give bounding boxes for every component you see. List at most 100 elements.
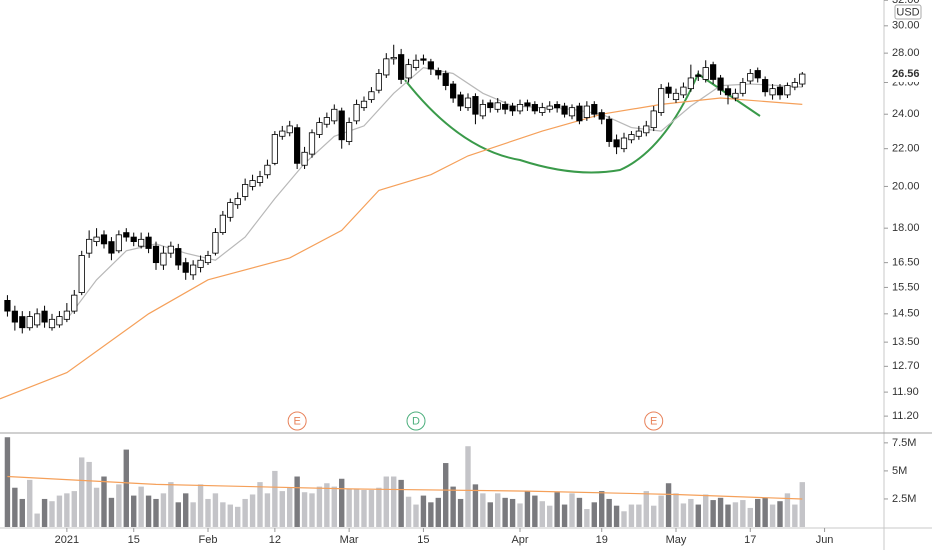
volume-tick-label: 7.5M <box>892 437 916 449</box>
volume-bar <box>183 493 189 527</box>
volume-bar <box>502 497 508 527</box>
x-tick-label: 15 <box>417 534 429 546</box>
volume-bar <box>509 498 516 527</box>
candle-body <box>93 236 100 243</box>
volume-bar <box>777 501 783 527</box>
y-tick-label: 32.00 <box>892 0 920 6</box>
candle-body <box>502 104 509 110</box>
candle-body <box>405 64 412 79</box>
candle-body <box>583 105 590 118</box>
volume-bar <box>4 437 11 527</box>
candle-body <box>539 107 546 113</box>
volume-bar <box>272 470 278 527</box>
volume-bar <box>561 504 568 527</box>
volume-bar <box>673 493 679 527</box>
candle-body <box>78 255 85 293</box>
candle-body <box>26 316 33 329</box>
volume-bar <box>287 487 293 527</box>
x-tick-label: 15 <box>128 534 140 546</box>
volume-bar <box>190 502 196 527</box>
volume-bar <box>101 476 107 527</box>
candle-body <box>516 104 524 112</box>
volume-bar <box>636 504 642 527</box>
x-tick-label: 17 <box>744 534 756 546</box>
volume-bar <box>376 487 382 527</box>
volume-bar <box>517 503 523 527</box>
candle-body <box>591 104 598 115</box>
candle-body <box>628 134 635 141</box>
candle-body <box>175 248 182 266</box>
volume-tick-label: 5M <box>892 465 907 477</box>
candle-body <box>479 104 486 117</box>
volume-bar <box>420 495 427 527</box>
volume-bar <box>435 497 441 527</box>
y-tick-label: 12.70 <box>892 360 920 372</box>
volume-bar <box>56 495 63 527</box>
event-marker <box>644 411 664 431</box>
volume-bar <box>175 502 181 527</box>
volume-bar <box>658 495 664 527</box>
volume-bar <box>703 494 709 527</box>
candle-body <box>323 117 330 125</box>
volume-bar <box>160 493 167 527</box>
volume-bar <box>740 500 746 527</box>
last-price-box <box>885 66 931 83</box>
volume-bar <box>695 504 701 527</box>
candle-body <box>375 73 382 91</box>
candle-body <box>509 105 516 112</box>
candle-body <box>331 108 338 122</box>
volume-bar <box>450 486 456 527</box>
candle-body <box>554 104 561 109</box>
candle-body <box>249 180 256 187</box>
volume-bar <box>279 491 285 527</box>
candle-body <box>11 310 18 323</box>
volume-bar <box>784 493 791 527</box>
x-tick-label: Jun <box>816 534 834 546</box>
candle-body <box>546 105 553 110</box>
candle-body <box>234 198 241 206</box>
candle-body <box>568 107 576 117</box>
volume-bar <box>599 491 605 527</box>
candle-body <box>152 245 160 264</box>
volume-bar <box>539 501 545 527</box>
volume-bar <box>339 478 345 527</box>
volume-bar <box>398 479 404 527</box>
volume-bar <box>331 486 337 527</box>
volume-bar <box>747 507 753 527</box>
volume-bar <box>792 504 798 527</box>
candle-body <box>190 264 197 276</box>
volume-bar <box>346 488 352 527</box>
candle-body <box>338 110 345 141</box>
volume-bar <box>584 509 590 527</box>
volume-bar <box>197 484 204 527</box>
candle-body <box>368 91 375 101</box>
candle-body <box>658 88 665 113</box>
candle-body <box>34 313 41 326</box>
candle-body <box>360 100 368 109</box>
volume-bar <box>613 505 620 527</box>
moving-average-line <box>0 97 803 400</box>
candle-body <box>212 232 219 254</box>
volume-bar <box>108 497 115 527</box>
candle-body <box>63 310 70 320</box>
candle-body <box>264 164 271 176</box>
volume-bar <box>725 504 731 527</box>
volume-bar <box>324 483 330 527</box>
candle-body <box>791 82 798 88</box>
volume-bar <box>41 498 48 527</box>
y-tick-label: 13.50 <box>892 336 920 348</box>
candle-body <box>279 130 286 137</box>
currency-box <box>894 4 922 20</box>
event-label: D <box>412 415 420 427</box>
volume-bar <box>131 495 137 527</box>
volume-bar <box>19 498 25 527</box>
candle-body <box>204 255 212 264</box>
candle-body <box>799 73 806 85</box>
volume-bar <box>264 493 271 527</box>
volume-bar <box>717 497 724 527</box>
candle-body <box>457 94 464 107</box>
candle-body <box>271 134 278 164</box>
candle-body <box>732 92 739 99</box>
volume-bar <box>443 463 449 527</box>
volume-bar <box>732 502 739 527</box>
